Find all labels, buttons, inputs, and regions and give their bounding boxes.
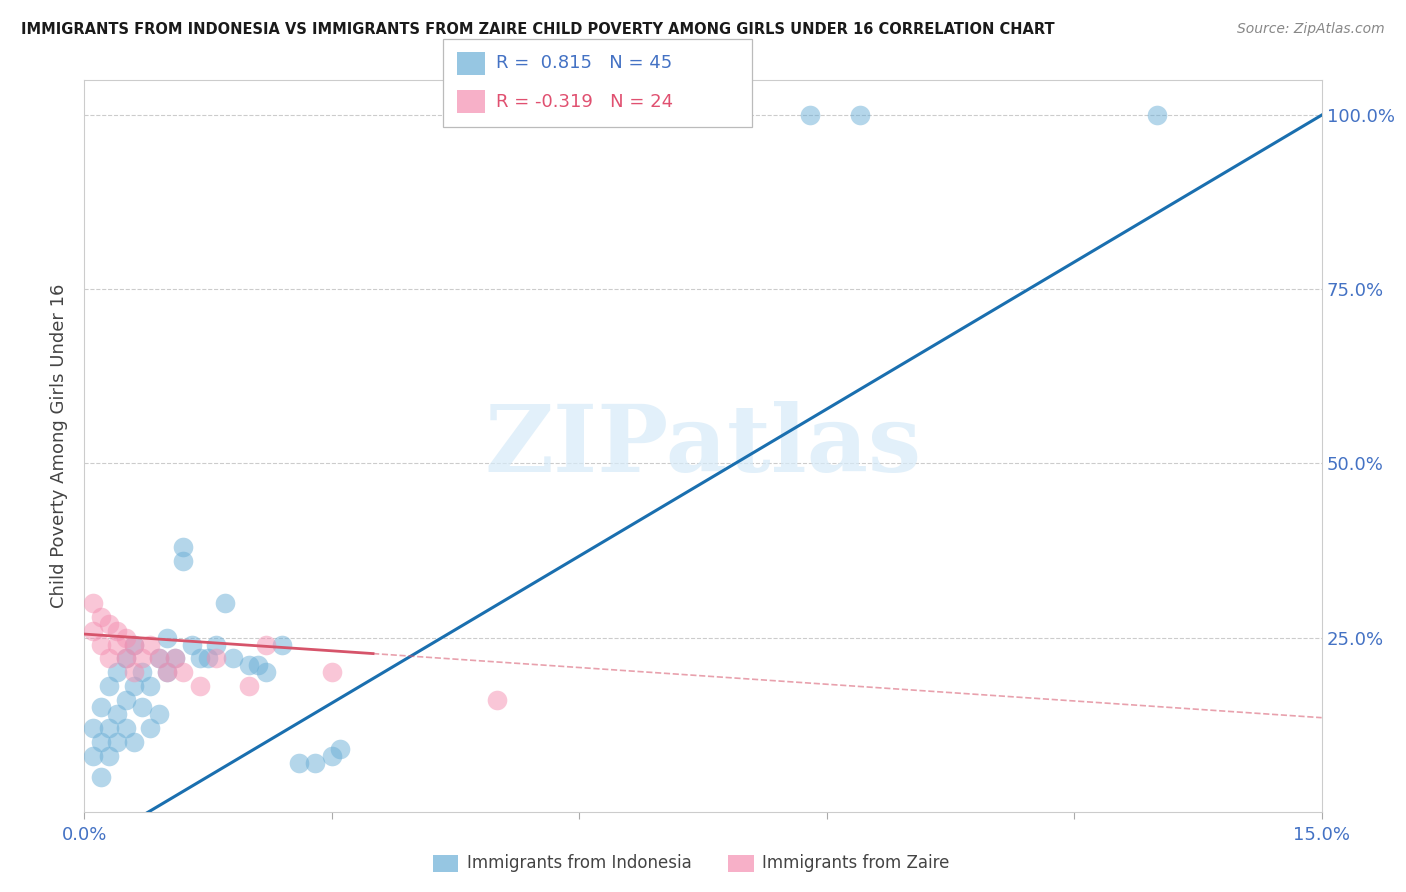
Point [114,651,136,665]
Point [238,658,260,673]
Point [98,679,121,693]
Point [98,749,121,764]
Point [799,108,821,122]
Point [165,651,187,665]
Point [156,665,179,680]
Point [214,596,236,610]
Point [254,665,277,680]
Text: ZIPatlas: ZIPatlas [485,401,921,491]
Point [188,651,211,665]
Point [105,665,128,680]
Point [1146,108,1168,122]
Point [205,651,228,665]
Point [148,707,170,722]
Point [98,616,121,631]
Point [105,638,128,652]
Point [82,721,104,735]
Point [122,638,145,652]
Point [148,651,170,665]
Point [321,665,343,680]
Point [165,651,187,665]
Point [131,665,153,680]
Point [246,658,269,673]
Point [485,693,508,707]
Text: Source: ZipAtlas.com: Source: ZipAtlas.com [1237,22,1385,37]
Point [114,651,136,665]
Point [139,721,162,735]
Point [304,756,326,770]
Point [114,721,136,735]
Point [122,679,145,693]
Text: Immigrants from Indonesia: Immigrants from Indonesia [467,855,692,872]
Point [205,638,228,652]
Point [172,665,194,680]
Text: IMMIGRANTS FROM INDONESIA VS IMMIGRANTS FROM ZAIRE CHILD POVERTY AMONG GIRLS UND: IMMIGRANTS FROM INDONESIA VS IMMIGRANTS … [21,22,1054,37]
Point [105,624,128,638]
Point [82,749,104,764]
Point [156,631,179,645]
Point [188,679,211,693]
Point [105,707,128,722]
Point [139,679,162,693]
Point [848,108,870,122]
Point [329,742,352,756]
Point [90,735,112,749]
Point [122,665,145,680]
Point [222,651,245,665]
Point [90,700,112,714]
Point [122,638,145,652]
Point [172,554,194,568]
Point [254,638,277,652]
Point [105,735,128,749]
Point [131,651,153,665]
Point [139,638,162,652]
Point [90,638,112,652]
Text: Immigrants from Zaire: Immigrants from Zaire [762,855,949,872]
Point [98,721,121,735]
Point [148,651,170,665]
Point [90,609,112,624]
Point [90,770,112,784]
Point [321,749,343,764]
Point [238,679,260,693]
Y-axis label: Child Poverty Among Girls Under 16: Child Poverty Among Girls Under 16 [49,284,67,608]
Point [271,638,294,652]
Point [288,756,311,770]
Text: R =  0.815   N = 45: R = 0.815 N = 45 [496,54,672,72]
Point [122,735,145,749]
Point [98,651,121,665]
Point [114,693,136,707]
Point [131,700,153,714]
Point [82,624,104,638]
Point [197,651,219,665]
Text: R = -0.319   N = 24: R = -0.319 N = 24 [496,93,673,111]
Point [172,540,194,554]
Point [82,596,104,610]
Point [114,631,136,645]
Point [156,665,179,680]
Point [180,638,202,652]
